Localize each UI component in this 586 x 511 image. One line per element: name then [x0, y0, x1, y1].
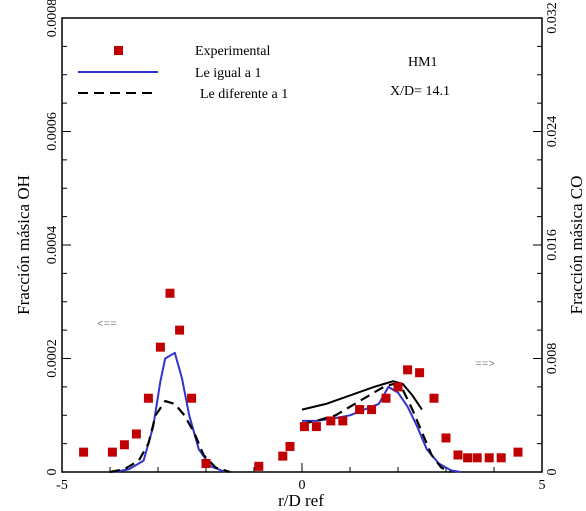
left-axis-arrow: <==: [97, 319, 117, 331]
right-axis-arrow: ==>: [475, 359, 495, 371]
experimental-marker: [472, 453, 482, 463]
x-tick-label: 5: [539, 478, 546, 493]
le-diferente-line: [109, 400, 231, 474]
plot-frame: [61, 17, 543, 473]
experimental-marker: [381, 393, 391, 403]
experimental-marker: [355, 405, 365, 415]
experimental-marker: [453, 450, 463, 460]
experimental-marker: [403, 365, 413, 375]
experimental-marker: [107, 447, 117, 457]
experimental-marker: [119, 440, 129, 450]
experimental-marker: [393, 382, 403, 392]
experimental-marker: [441, 433, 451, 443]
experimental-marker: [285, 441, 295, 451]
experimental-marker: [367, 405, 377, 415]
y-tick-label-right: 0.032: [545, 2, 560, 34]
y-tick-label-right: 0.016: [545, 229, 560, 261]
y-axis-label-right: Fracción másica CO: [567, 176, 586, 315]
legend-label-le-igual: Le igual a 1: [195, 66, 261, 81]
experimental-marker: [143, 393, 153, 403]
black-reference-line: [301, 380, 423, 411]
experimental-marker: [463, 453, 473, 463]
x-tick-label: 0: [299, 478, 306, 493]
experimental-marker: [201, 458, 211, 468]
y-tick-label-left: 0: [45, 469, 60, 476]
experimental-marker: [278, 451, 288, 461]
le-diferente-line: [301, 382, 452, 473]
x-tick-label: -5: [56, 478, 68, 493]
legend-label-experimental: Experimental: [195, 44, 271, 59]
experimental-marker: [187, 393, 197, 403]
le-igual-line: [114, 351, 226, 473]
legend-label-le-diferente: Le diferente a 1: [200, 87, 288, 102]
legend-marker-experimental: [114, 46, 123, 55]
experimental-marker: [429, 393, 439, 403]
experimental-marker: [484, 453, 494, 463]
y-tick-label-right: 0: [545, 469, 560, 476]
experimental-marker: [299, 422, 309, 432]
y-tick-label-left: 0.0004: [45, 226, 60, 265]
y-axis-label-left: Fracción másica OH: [14, 175, 33, 315]
le-igual-line: [302, 385, 461, 473]
case-label: HM1: [408, 55, 438, 70]
experimental-marker: [496, 453, 506, 463]
x-axis-label: r/D ref: [278, 491, 324, 510]
experimental-marker: [79, 447, 89, 457]
experimental-marker: [254, 461, 264, 471]
experimental-marker: [155, 342, 165, 352]
experimental-marker: [131, 429, 141, 439]
experimental-marker: [326, 416, 336, 426]
experimental-marker: [513, 447, 523, 457]
experimental-marker: [175, 325, 185, 335]
y-tick-label-left: 0.0008: [45, 0, 60, 37]
experimental-marker: [415, 368, 425, 378]
y-tick-label-left: 0.0006: [45, 112, 60, 151]
y-tick-label-right: 0.024: [545, 116, 560, 148]
legend: Experimental Le igual a 1 Le diferente a…: [78, 44, 288, 102]
position-label: X/D= 14.1: [390, 84, 450, 99]
experimental-marker: [338, 416, 348, 426]
experimental-marker: [311, 422, 321, 432]
experimental-marker: [165, 288, 175, 298]
y-tick-label-right: 0.008: [545, 343, 560, 375]
y-tick-label-left: 0.0002: [45, 339, 60, 378]
